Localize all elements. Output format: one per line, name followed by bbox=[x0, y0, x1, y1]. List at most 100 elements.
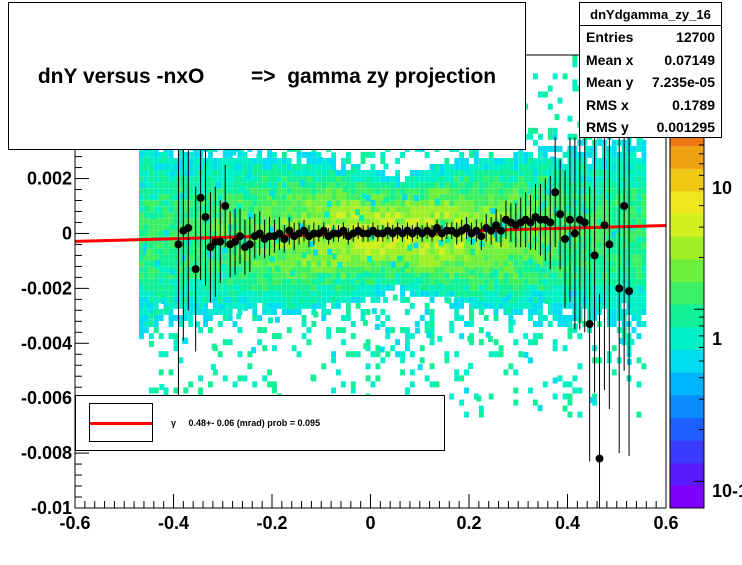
heatmap-cell bbox=[173, 290, 179, 297]
heatmap-cell bbox=[144, 158, 150, 165]
heatmap-cell bbox=[311, 290, 317, 297]
heatmap-cell bbox=[326, 254, 332, 261]
heatmap-cell bbox=[247, 200, 253, 207]
heatmap-cell bbox=[178, 254, 184, 261]
heatmap-cell bbox=[183, 296, 189, 303]
heatmap-cell bbox=[148, 248, 154, 255]
heatmap-cell bbox=[212, 369, 218, 376]
heatmap-cell bbox=[311, 321, 317, 327]
heatmap-cell bbox=[513, 170, 519, 176]
heatmap-cell bbox=[547, 290, 553, 297]
heatmap-cell bbox=[459, 296, 465, 303]
heatmap-cell bbox=[178, 206, 184, 213]
heatmap-cell bbox=[276, 212, 282, 219]
heatmap-cell bbox=[178, 218, 184, 225]
heatmap-cell bbox=[572, 55, 578, 62]
heatmap-cell bbox=[439, 194, 445, 201]
heatmap-cell bbox=[272, 158, 277, 164]
heatmap-cell bbox=[557, 266, 563, 273]
heatmap-cell bbox=[336, 248, 341, 255]
heatmap-cell bbox=[173, 218, 179, 225]
heatmap-cell bbox=[153, 266, 159, 273]
heatmap-cell bbox=[341, 272, 346, 279]
heatmap-cell bbox=[158, 218, 164, 225]
heatmap-cell bbox=[272, 333, 277, 340]
heatmap-cell bbox=[503, 290, 509, 297]
heatmap-cell bbox=[251, 347, 256, 354]
heatmap-cell bbox=[306, 218, 312, 225]
heatmap-cell bbox=[217, 321, 223, 327]
heatmap-cell bbox=[483, 188, 489, 195]
heatmap-cell bbox=[641, 242, 647, 249]
heatmap-cell bbox=[385, 272, 391, 279]
heatmap-cell bbox=[473, 296, 479, 303]
heatmap-cell bbox=[459, 260, 465, 267]
heatmap-cell bbox=[523, 302, 529, 309]
heatmap-cell bbox=[173, 296, 179, 303]
stats-label: RMS y bbox=[586, 119, 629, 136]
heatmap-cell bbox=[547, 159, 552, 165]
heatmap-cell bbox=[252, 296, 258, 303]
x-tick-label: -0.4 bbox=[158, 513, 189, 533]
heatmap-cell bbox=[247, 272, 253, 279]
heatmap-cell bbox=[434, 212, 440, 219]
heatmap-cell bbox=[395, 351, 400, 358]
stats-value: 0.001295 bbox=[656, 119, 715, 136]
heatmap-cell bbox=[419, 170, 425, 176]
heatmap-cell bbox=[493, 254, 499, 261]
heatmap-cell bbox=[478, 284, 484, 291]
heatmap-cell bbox=[572, 61, 578, 68]
heatmap-cell bbox=[641, 164, 647, 170]
heatmap-cell bbox=[326, 242, 332, 249]
heatmap-cell bbox=[483, 296, 489, 303]
heatmap-cell bbox=[390, 200, 396, 207]
heatmap-cell bbox=[464, 182, 469, 189]
heatmap-cell bbox=[483, 248, 489, 255]
heatmap-cell bbox=[355, 194, 361, 201]
heatmap-cell bbox=[508, 242, 514, 249]
heatmap-cell bbox=[405, 206, 410, 213]
heatmap-cell bbox=[301, 260, 307, 267]
heatmap-cell bbox=[150, 213, 156, 220]
heatmap-cell bbox=[538, 315, 543, 321]
heatmap-cell bbox=[360, 151, 366, 158]
heatmap-cell bbox=[139, 266, 144, 273]
heatmap-cell bbox=[483, 278, 489, 285]
heatmap-cell bbox=[143, 327, 149, 334]
heatmap-cell bbox=[360, 254, 366, 261]
heatmap-cell bbox=[355, 278, 361, 285]
heatmap-cell bbox=[405, 236, 410, 243]
heatmap-cell bbox=[365, 242, 371, 249]
heatmap-cell bbox=[636, 212, 642, 219]
heatmap-cell bbox=[139, 218, 144, 225]
heatmap-cell bbox=[153, 218, 159, 225]
heatmap-cell bbox=[488, 272, 494, 279]
heatmap-cell bbox=[523, 351, 529, 358]
heatmap-cell bbox=[148, 313, 154, 320]
heatmap-cell bbox=[503, 266, 509, 273]
heatmap-cell bbox=[409, 176, 415, 183]
heatmap-cell bbox=[326, 278, 332, 285]
heatmap-cell bbox=[331, 272, 336, 279]
heatmap-cell bbox=[139, 315, 144, 321]
heatmap-cell bbox=[572, 327, 578, 334]
heatmap-cell bbox=[198, 327, 203, 334]
heatmap-cell bbox=[350, 296, 356, 303]
heatmap-cell bbox=[438, 240, 444, 246]
heatmap-cell bbox=[395, 182, 400, 189]
heatmap-cell bbox=[168, 242, 174, 249]
heatmap-cell bbox=[143, 248, 149, 255]
heatmap-cell bbox=[641, 218, 647, 225]
heatmap-cell bbox=[350, 206, 356, 213]
heatmap-cell bbox=[419, 254, 425, 261]
heatmap-cell bbox=[163, 272, 169, 279]
heatmap-cell bbox=[331, 248, 336, 255]
heatmap-cell bbox=[641, 363, 647, 370]
heatmap-cell bbox=[321, 302, 327, 309]
heatmap-cell bbox=[139, 296, 144, 303]
heatmap-cell bbox=[296, 194, 302, 201]
heatmap-cell bbox=[493, 309, 499, 315]
heatmap-cell bbox=[173, 200, 179, 207]
heatmap-cell bbox=[331, 387, 336, 394]
heatmap-cell bbox=[168, 321, 174, 327]
